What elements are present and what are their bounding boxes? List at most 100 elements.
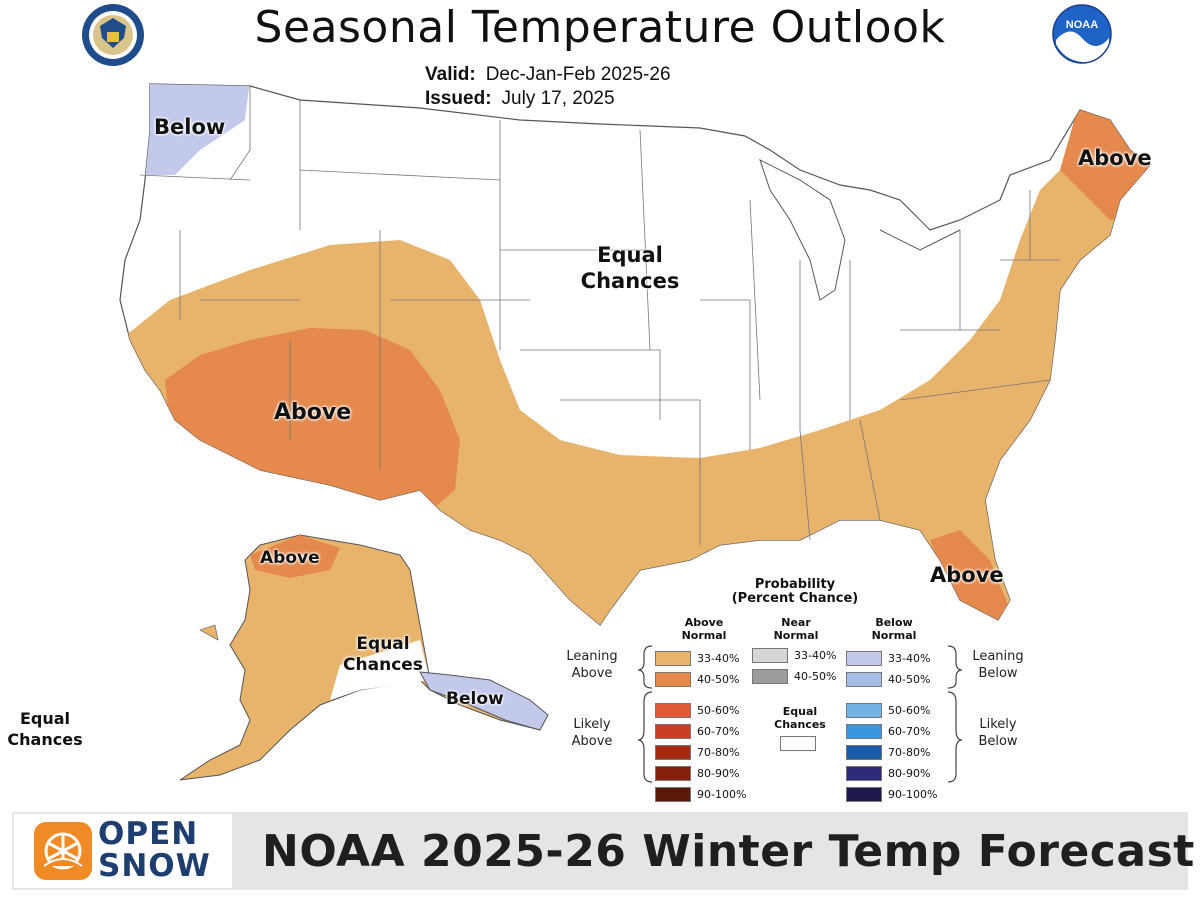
legend-near-row: 40-50% <box>752 666 836 687</box>
legend-equal-header: Equal Chances <box>755 705 845 731</box>
legend-swatch <box>655 766 691 781</box>
central-line-1: Equal <box>597 243 663 267</box>
near-header-line-2: Normal <box>773 629 819 642</box>
legend-swatch <box>846 724 882 739</box>
likely-below-line-1: Likely <box>979 717 1017 732</box>
legend-below-row: 33-40% <box>846 648 937 669</box>
below-header-line-1: Below <box>875 616 913 629</box>
below-33-40-pnw <box>140 84 250 175</box>
legend-below-header: Below Normal <box>862 616 926 642</box>
hawaii-ec-line-1: Equal <box>19 709 71 728</box>
legend-swatch-label: 60-70% <box>888 725 931 738</box>
alaska-ec-line-2: Chances <box>343 655 423 675</box>
legend-above-row: 90-100% <box>655 784 746 805</box>
legend-swatch <box>846 766 882 781</box>
valid-line: Valid: Dec-Jan-Feb 2025-26 <box>425 64 671 86</box>
legend-swatch-label: 60-70% <box>697 725 740 738</box>
legend-likely-above: Likely Above <box>556 716 628 750</box>
hawaii-ec-line-2: Chances <box>7 730 83 749</box>
below-header-line-2: Normal <box>871 629 917 642</box>
legend-swatch-label: 33-40% <box>888 652 931 665</box>
likely-below-line-2: Below <box>978 734 1018 749</box>
legend-swatch-label: 40-50% <box>888 673 931 686</box>
legend-above-row: 70-80% <box>655 742 746 763</box>
alaska-panhandle-below <box>419 671 549 731</box>
legend-swatch-label: 70-80% <box>697 746 740 759</box>
legend-swatch <box>846 651 882 666</box>
legend-swatch <box>655 672 691 687</box>
likely-above-line-1: Likely <box>573 717 611 732</box>
legend-above-column: 33-40% 40-50% 50-60% 60-70% 70-80% 80-90… <box>655 648 746 805</box>
label-alaska-panhandle-below: Below <box>446 689 504 709</box>
brand-line-2: SNOW <box>98 848 211 884</box>
issued-value: July 17, 2025 <box>501 88 615 109</box>
legend-above-row: 50-60% <box>655 700 746 721</box>
legend-leaning-above: Leaning Above <box>556 648 628 682</box>
legend-swatch <box>655 651 691 666</box>
legend-below-row: 70-80% <box>846 742 937 763</box>
legend-below-row: 80-90% <box>846 763 937 784</box>
above-40-50-florida <box>930 530 1010 625</box>
brand-wordmark: OPEN SNOW <box>98 818 211 882</box>
legend-near-row: 33-40% <box>752 645 836 666</box>
leaning-above-line-2: Above <box>571 666 613 681</box>
legend-swatch-label: 40-50% <box>697 673 740 686</box>
valid-value: Dec-Jan-Feb 2025-26 <box>485 64 671 85</box>
legend-title-line-2: (Percent Chance) <box>731 591 859 606</box>
leaning-below-line-1: Leaning <box>972 649 1024 664</box>
legend-swatch <box>846 787 882 802</box>
opensnow-glyph-icon <box>43 832 83 870</box>
likely-above-line-2: Above <box>571 734 613 749</box>
label-alaska-equal-chances: Equal Chances <box>338 634 428 676</box>
legend-swatch-label: 50-60% <box>697 704 740 717</box>
alaska-equal-chances <box>330 640 430 700</box>
legend-likely-below: Likely Below <box>962 716 1034 750</box>
near-header-line-1: Near <box>781 616 811 629</box>
state-lines <box>139 86 1060 545</box>
legend-swatch-label: 80-90% <box>697 767 740 780</box>
legend-swatch-label: 70-80% <box>888 746 931 759</box>
legend-swatch-label: 90-100% <box>697 788 747 801</box>
above-header-line-2: Normal <box>681 629 727 642</box>
legend-swatch <box>655 703 691 718</box>
alaska-north-40-50 <box>250 535 340 578</box>
legend-swatch-label: 40-50% <box>794 670 837 683</box>
legend-above-row: 40-50% <box>655 669 746 690</box>
noaa-logo-icon: NOAA <box>1052 4 1112 64</box>
label-pacific-nw-below: Below <box>154 115 226 139</box>
leaning-above-line-1: Leaning <box>566 649 618 664</box>
legend-above-row: 60-70% <box>655 721 746 742</box>
legend-below-row: 50-60% <box>846 700 937 721</box>
legend-swatch-label: 50-60% <box>888 704 931 717</box>
legend-swatch-label: 80-90% <box>888 767 931 780</box>
issued-line: Issued: July 17, 2025 <box>425 88 615 110</box>
banner-title: NOAA 2025-26 Winter Temp Forecast <box>262 826 1195 877</box>
legend-above-row: 33-40% <box>655 648 746 669</box>
legend-swatch <box>752 669 788 684</box>
central-line-2: Chances <box>580 269 680 293</box>
legend-swatch <box>655 724 691 739</box>
legend-braces <box>637 645 963 783</box>
legend-below-column: 33-40% 40-50% 50-60% 60-70% 70-80% 80-90… <box>846 648 937 805</box>
legend-swatch <box>846 672 882 687</box>
label-hawaii-equal-chances: Equal Chances <box>0 708 90 750</box>
legend-title: Probability (Percent Chance) <box>700 578 890 606</box>
legend-title-line-1: Probability <box>754 577 836 592</box>
label-central-equal-chances: Equal Chances <box>570 242 690 294</box>
issued-label: Issued: <box>425 88 492 109</box>
alaska-ec-line-1: Equal <box>356 634 410 654</box>
legend-near-column: 33-40% 40-50% <box>752 645 836 687</box>
label-southwest-above: Above <box>274 400 352 425</box>
valid-label: Valid: <box>425 64 476 85</box>
great-lakes <box>759 159 846 301</box>
equal-header-line-1: Equal <box>782 705 818 718</box>
above-header-line-1: Above <box>684 616 724 629</box>
above-40-50-maine <box>1060 100 1150 220</box>
legend-swatch <box>846 745 882 760</box>
label-northeast-above: Above <box>1078 146 1152 170</box>
legend-near-header: Near Normal <box>764 616 828 642</box>
leaning-below-line-2: Below <box>978 666 1018 681</box>
legend-equal-chances-swatch <box>780 736 816 751</box>
label-alaska-north-above: Above <box>260 548 320 568</box>
